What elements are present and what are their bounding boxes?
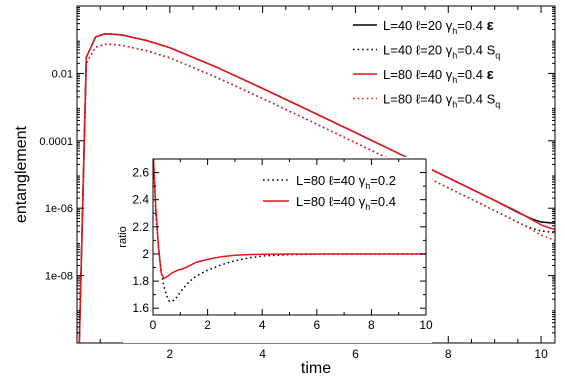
y-tick-label: 1e-06 [45,203,73,215]
inset-y-axis-label: ratio [117,226,129,247]
main-legend: L=40 ℓ=20 γh=0.4 ε L=40 ℓ=20 γh=0.4 Sq L=8… [353,17,500,110]
inset-series-line-1 [153,159,426,303]
x-tick-label: 8 [445,347,452,361]
legend-label: L=80 ℓ=40 γh=0.4 Sq [383,92,500,110]
inset-x-tick-label: 2 [204,318,211,332]
inset-x-tick-label: 10 [419,318,433,332]
y-tick-label: 0.0001 [39,136,73,148]
inset-y-tick-label: 2.6 [132,166,149,180]
x-axis-label: time [301,360,331,377]
inset-x-tick-label: 8 [368,318,375,332]
inset-y-tick-label: 2.4 [132,193,149,207]
series-line-4 [78,43,555,343]
inset-background [123,157,432,343]
x-tick-label: 4 [259,347,266,361]
legend-label: L=40 ℓ=20 γh=0.4 Sq [383,43,500,61]
inset-series-line-2 [153,159,426,280]
inset-y-tick-label: 1.6 [132,301,149,315]
x-tick-label: 2 [166,347,173,361]
legend-label: L=40 ℓ=20 γh=0.4 ε [383,17,494,36]
inset-legend-label: L=80 ℓ=40 γh=0.2 [296,173,396,191]
series-line-3 [78,33,555,343]
inset-y-tick-label: 2 [142,247,149,261]
x-tick-label: 6 [352,347,359,361]
y-tick-label: 1e-08 [45,271,73,283]
inset-legend: L=80 ℓ=40 γh=0.2 L=80 ℓ=40 γh=0.4 [263,173,396,212]
x-tick-label: 10 [534,347,548,361]
main-plot: 2 4 6 8 10 0.01 0.0001 1e-06 1e-08 time entangleme… [13,5,556,377]
inset-y-tick-label: 1.8 [132,274,149,288]
inset-legend-label: L=80 ℓ=40 γh=0.4 [296,194,396,212]
inset-x-tick-label: 6 [313,318,320,332]
legend-label: L=80 ℓ=40 γh=0.4 ε [383,66,494,85]
inset-x-tick-label: 0 [150,318,157,332]
y-tick-label: 0.01 [52,68,73,80]
y-axis-label: entanglement [13,125,30,223]
inset-plot: 0 2 4 6 8 10 1.6 1.8 2 2.2 2.4 2.6 ratio L=80 ℓ=40 γh… [117,157,433,343]
inset-x-tick-label: 4 [259,318,266,332]
inset-y-tick-label: 2.2 [132,220,149,234]
